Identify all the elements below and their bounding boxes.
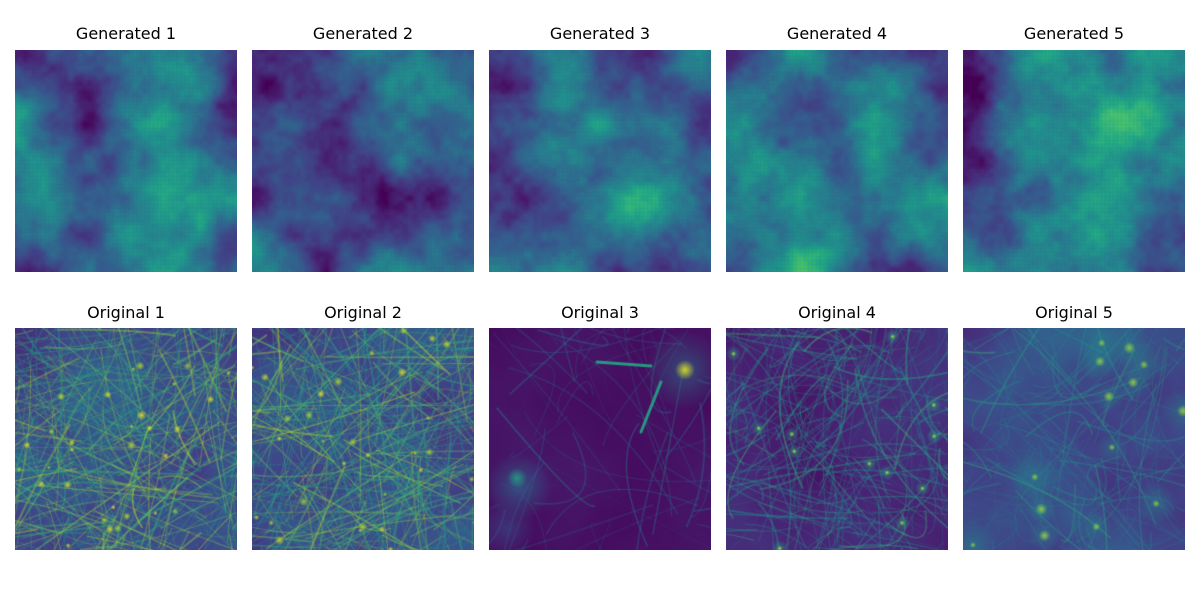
panel-title: Generated 4 xyxy=(786,24,888,43)
panel-title: Original 4 xyxy=(798,303,876,322)
panel-title: Original 2 xyxy=(324,303,402,322)
panel-title: Generated 2 xyxy=(312,24,414,43)
panel-title: Generated 5 xyxy=(1023,24,1125,43)
panel-image xyxy=(489,328,711,550)
panel-title: Generated 3 xyxy=(549,24,651,43)
panel-title: Original 5 xyxy=(1035,303,1113,322)
panel-image xyxy=(15,328,237,550)
panel-image xyxy=(963,328,1185,550)
panel-image xyxy=(15,50,237,272)
panel-image xyxy=(963,50,1185,272)
panel-image xyxy=(726,328,948,550)
panel-image xyxy=(252,50,474,272)
panel-image xyxy=(726,50,948,272)
panel-image xyxy=(252,328,474,550)
panel-title: Original 1 xyxy=(87,303,165,322)
panel-title: Original 3 xyxy=(561,303,639,322)
panel-title: Generated 1 xyxy=(75,24,177,43)
panel-image xyxy=(489,50,711,272)
